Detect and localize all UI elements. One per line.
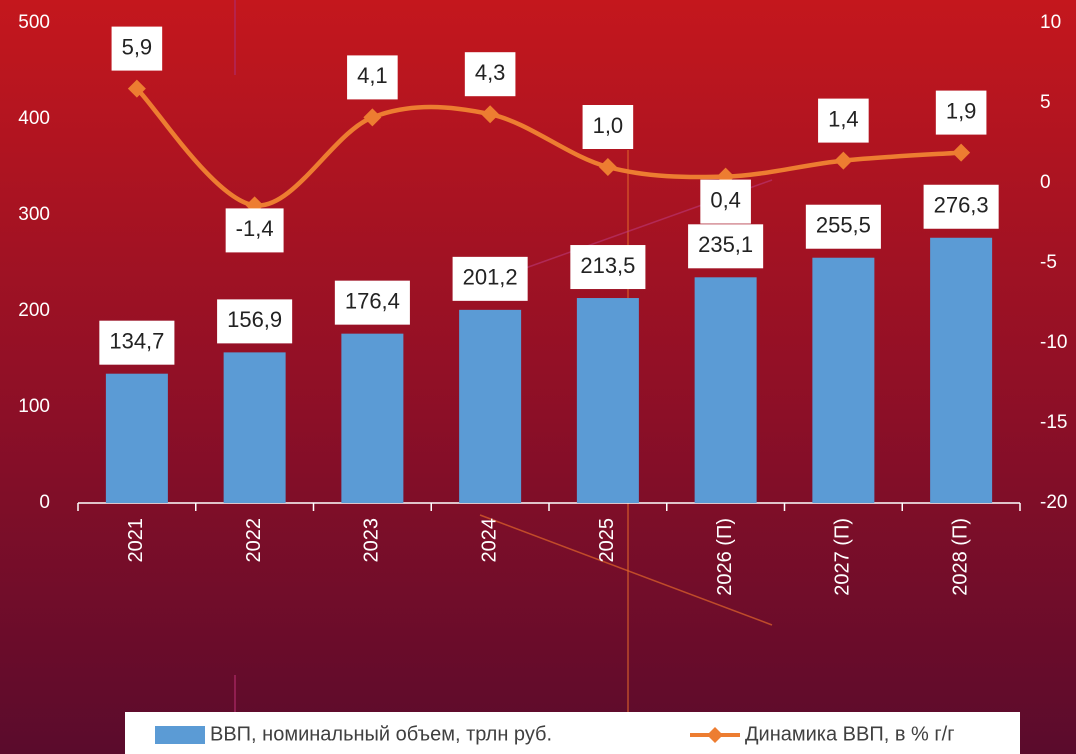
data-label: 235,1 xyxy=(688,224,764,269)
bar xyxy=(576,298,639,503)
bar xyxy=(105,373,168,503)
data-label-text: 201,2 xyxy=(463,265,518,290)
data-label: 156,9 xyxy=(217,299,293,344)
bar xyxy=(459,309,522,503)
data-label: 134,7 xyxy=(99,320,175,365)
data-label: 276,3 xyxy=(923,184,999,229)
y2-tick-label: 10 xyxy=(1040,12,1061,33)
data-label-box xyxy=(805,204,881,249)
data-label-box xyxy=(700,179,751,224)
x-tick-label: 2023 xyxy=(361,518,383,563)
x-tick-label: 2021 xyxy=(125,518,147,563)
data-label-box xyxy=(923,184,999,229)
data-label-text: 5,9 xyxy=(122,34,153,59)
legend-box xyxy=(125,712,1020,754)
data-label-box xyxy=(217,299,293,344)
data-label: 0,4 xyxy=(700,179,751,224)
y-tick-label: 400 xyxy=(18,108,50,129)
data-label-text: 1,9 xyxy=(946,98,977,123)
data-label-box xyxy=(688,224,764,269)
data-label-box xyxy=(225,208,284,253)
data-label-box xyxy=(570,245,646,290)
y2-tick-label: -20 xyxy=(1040,492,1067,513)
bar xyxy=(341,333,404,503)
data-label-text: 235,1 xyxy=(698,232,753,257)
y-tick-label: 300 xyxy=(18,204,50,225)
line-marker xyxy=(481,105,500,124)
x-tick-label: 2026 (П) xyxy=(714,518,736,596)
y-tick-label: 500 xyxy=(18,12,50,33)
data-label: 1,4 xyxy=(818,98,869,143)
data-label: 201,2 xyxy=(452,256,528,301)
data-label: 1,0 xyxy=(582,105,634,149)
data-label-box xyxy=(99,320,175,365)
x-tick-label: 2028 (П) xyxy=(949,518,971,596)
legend-swatch xyxy=(155,726,205,744)
data-label-text: 255,5 xyxy=(816,213,871,238)
bar xyxy=(930,237,993,503)
data-label-text: 4,3 xyxy=(475,60,506,85)
data-label-box xyxy=(464,52,516,97)
legend-marker xyxy=(707,727,723,743)
legend-label: Динамика ВВП, в % г/г xyxy=(745,723,955,745)
data-label-text: 1,4 xyxy=(828,106,859,131)
y-tick-label: 0 xyxy=(39,492,50,513)
line-marker xyxy=(834,151,853,170)
data-label-box xyxy=(452,256,528,301)
data-label: 1,9 xyxy=(935,90,987,135)
y-tick-label: 200 xyxy=(18,300,50,321)
data-label-box xyxy=(582,105,634,149)
data-label: 4,1 xyxy=(347,55,398,100)
data-label: 213,5 xyxy=(570,245,646,290)
data-label-text: -1,4 xyxy=(236,216,274,241)
data-label: 5,9 xyxy=(111,26,163,71)
data-label-text: 156,9 xyxy=(227,307,282,332)
y2-tick-label: 0 xyxy=(1040,172,1051,193)
data-label: 4,3 xyxy=(464,52,516,97)
data-label-text: 276,3 xyxy=(934,193,989,218)
x-tick-label: 2025 xyxy=(596,518,618,563)
line-marker xyxy=(598,158,617,176)
data-label-text: 1,0 xyxy=(593,113,624,138)
line-marker xyxy=(363,108,382,127)
x-tick-label: 2024 xyxy=(478,518,500,563)
y2-tick-label: 5 xyxy=(1040,92,1051,113)
data-label: 176,4 xyxy=(334,280,410,325)
x-tick-label: 2027 (П) xyxy=(832,518,854,596)
data-label-text: 0,4 xyxy=(710,187,741,212)
data-label: 255,5 xyxy=(805,204,881,249)
y2-tick-label: -15 xyxy=(1040,412,1067,433)
data-label-box xyxy=(935,90,987,135)
data-label-box xyxy=(347,55,398,100)
data-label-text: 4,1 xyxy=(357,63,388,88)
line-marker xyxy=(127,79,146,98)
legend-label: ВВП, номинальный объем, трлн руб. xyxy=(210,723,552,745)
bar xyxy=(694,277,757,503)
data-label-box xyxy=(111,26,163,71)
bar xyxy=(223,352,286,503)
data-label-text: 134,7 xyxy=(109,329,164,354)
data-label-text: 213,5 xyxy=(580,253,635,278)
y2-tick-label: -5 xyxy=(1040,252,1057,273)
data-label-box xyxy=(334,280,410,325)
x-tick-label: 2022 xyxy=(243,518,265,563)
y-tick-label: 100 xyxy=(18,396,50,417)
data-label: -1,4 xyxy=(225,208,284,253)
line-marker xyxy=(952,143,971,162)
bar xyxy=(812,257,875,503)
decor-line xyxy=(479,514,773,626)
y2-tick-label: -10 xyxy=(1040,332,1067,353)
data-label-text: 176,4 xyxy=(345,288,400,313)
data-label-box xyxy=(818,98,869,143)
